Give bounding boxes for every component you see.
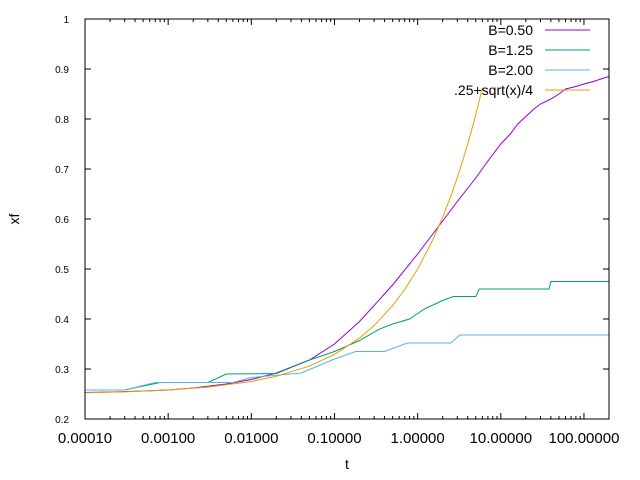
ticks-layer: 0.2 0.3 0.4 0.5 0.6 0.7 0.8 0.9 1 0.00010 0.00100 0…: [55, 15, 619, 447]
series-layer: [85, 76, 609, 394]
y-tick-label: 0.6: [55, 215, 69, 226]
legend-label: .25+sqrt(x)/4: [454, 82, 533, 98]
x-tick-label: 0.01000: [224, 430, 278, 447]
x-tick-label: 0.00100: [141, 430, 195, 447]
y-tick-label: 0.9: [55, 65, 69, 76]
x-tick-label: 100.00000: [549, 430, 620, 447]
legend-label: B=1.25: [488, 42, 533, 58]
y-tick-label: 0.4: [55, 315, 69, 326]
y-tick-label: 0.5: [55, 265, 69, 276]
x-tick-label: 10.00000: [470, 430, 533, 447]
x-tick-label: 0.10000: [307, 430, 361, 447]
legend-label: B=0.50: [488, 22, 533, 38]
series-line-3: [85, 334, 609, 391]
y-axis-title: xf: [6, 213, 22, 224]
y-tick-label: 1: [63, 15, 69, 26]
series-line-2: [85, 281, 609, 391]
x-axis-title: t: [345, 456, 349, 472]
x-tick-label: 0.00010: [58, 430, 112, 447]
legend: B=0.50 B=1.25 B=2.00 .25+sqrt(x)/4: [454, 22, 590, 98]
y-tick-label: 0.2: [55, 415, 69, 426]
y-tick-label: 0.3: [55, 365, 69, 376]
series-line-4: [85, 87, 483, 394]
y-tick-label: 0.8: [55, 115, 69, 126]
series-line-1: [85, 76, 609, 393]
y-tick-label: 0.7: [55, 165, 69, 176]
x-tick-label: 1.00000: [391, 430, 445, 447]
legend-label: B=2.00: [488, 62, 533, 78]
